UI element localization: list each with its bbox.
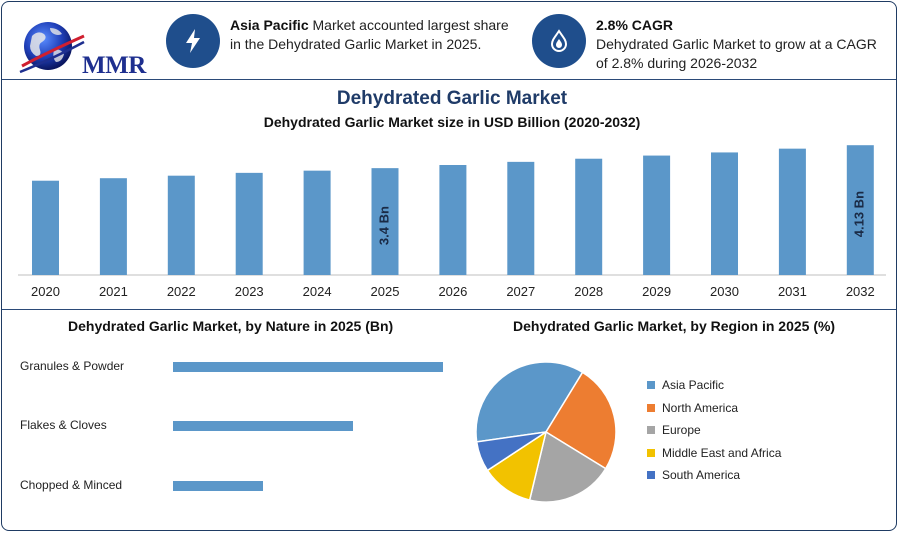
bar-2023 [235,172,263,275]
market-size-bar-chart: 2020 2021 2022 2023 2024 2025 3.4 Bn 2026 2027 20… [18,145,886,299]
legend-item: Europe [647,419,781,442]
bar-2026 [439,165,467,275]
x-tick-label: 2026 [438,284,467,299]
legend-item: Asia Pacific [647,374,781,397]
region-chart-title: Dehydrated Garlic Market, by Region in 2… [513,318,836,334]
region-pie-chart [475,361,617,503]
bar-2025 [371,168,399,275]
x-tick-label: 2021 [99,284,128,299]
x-tick-label: 2027 [506,284,535,299]
highlight-cagr-bold: 2.8% CAGR [596,17,674,33]
x-tick-label: 2032 [846,284,875,299]
nature-category-label: Flakes & Cloves [20,418,107,432]
bar-2022 [167,175,195,275]
highlight-cagr-body: Dehydrated Garlic Market to grow at a CA… [596,36,877,71]
lightning-icon-circle [166,14,220,68]
legend-swatch [647,426,655,435]
pie-slice-north-america [544,371,617,470]
x-tick-label: 2030 [710,284,739,299]
flame-drop-icon-circle [532,14,586,68]
x-tick-label: 2022 [167,284,196,299]
bar-2032 [846,145,874,275]
data-label: 4.13 Bn [852,191,867,237]
legend-label: Middle East and Africa [662,445,782,460]
pie-slice-europe [528,430,607,503]
legend-label: Europe [662,423,701,438]
nature-chart-title: Dehydrated Garlic Market, by Nature in 2… [68,318,394,334]
market-size-chart-title: Dehydrated Garlic Market size in USD Bil… [263,114,641,130]
legend-swatch [647,403,655,412]
highlight-body-region: Market accounted largest share in the De… [230,17,509,52]
region-legend: Asia Pacific North America Europe Middle Ea… [647,374,781,487]
x-tick-label: 2028 [574,284,603,299]
nature-bar [173,362,443,372]
nature-bar [173,421,353,431]
highlight-cagr: 2.8% CAGR Dehydrated Garlic Market to gr… [532,14,882,73]
globe-icon [19,22,85,74]
logo-text: MMR [82,52,146,79]
section-divider [2,309,896,310]
main-title: Dehydrated Garlic Market [336,88,568,109]
lightning-icon [186,29,200,53]
nature-category-label: Chopped & Minced [20,478,123,492]
bar-2030 [711,152,738,275]
legend-swatch [647,448,655,457]
bar-2021 [99,178,127,275]
x-tick-label: 2023 [235,284,264,299]
legend-label: Asia Pacific [662,378,725,393]
bar-2027 [507,161,535,275]
bar-2024 [303,170,331,275]
x-tick-label: 2031 [778,284,807,299]
data-label: 3.4 Bn [376,206,391,245]
x-tick-label: 2029 [642,284,671,299]
legend-item: South America [647,464,781,487]
legend-swatch [647,381,655,390]
bar-2029 [643,155,671,275]
nature-bar-chart [173,362,443,491]
legend-label: North America [662,400,739,415]
bar-2020 [32,180,59,275]
flame-drop-icon [550,29,568,52]
highlight-cagr-text: 2.8% CAGR Dehydrated Garlic Market to gr… [596,16,882,73]
header-divider [2,79,896,80]
legend-item: North America [647,397,781,420]
highlight-text-region: Asia Pacific Market accounted largest sh… [230,16,516,54]
x-tick-label: 2025 [371,284,400,299]
pie-slice-south-america [475,431,547,472]
highlight-region: Asia Pacific Market accounted largest sh… [166,14,516,68]
pie-slice-asia-pacific [475,361,584,443]
x-tick-label: 2020 [31,284,60,299]
mmr-logo: MMR [18,16,146,80]
legend-label: South America [662,468,741,483]
nature-bar [173,481,263,491]
x-tick-label: 2024 [303,284,332,299]
highlight-bold-region: Asia Pacific [230,17,309,33]
legend-item: Middle East and Africa [647,442,781,465]
nature-category-label: Granules & Powder [20,359,125,373]
legend-swatch [647,471,655,480]
bar-2028 [575,158,603,275]
bar-2031 [778,148,806,275]
